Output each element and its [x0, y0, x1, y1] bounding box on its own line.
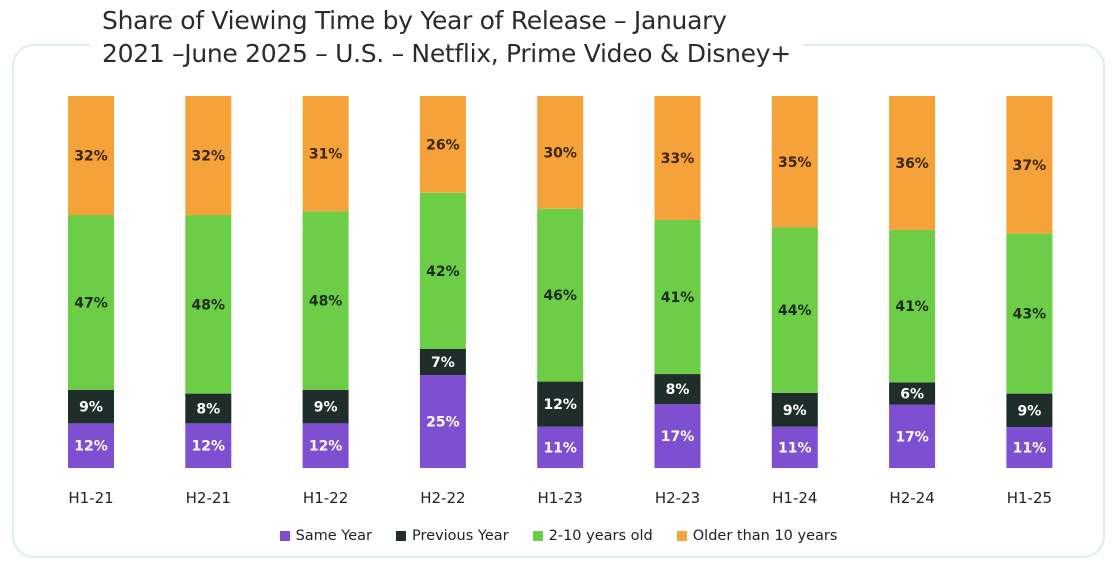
bar-segment-older-than-10-years-h1-23 [537, 96, 584, 209]
bar-segment-older-than-10-years-h2-21 [185, 96, 232, 216]
bar-segment-same-year-h2-24 [889, 404, 936, 468]
data-label-previous-year-h1-25: 9% [1018, 403, 1042, 419]
bar-segment-same-year-h1-24 [771, 426, 818, 468]
data-label-older-than-10-years-h2-21: 32% [192, 149, 226, 165]
data-label-same-year-h1-24: 11% [778, 440, 812, 456]
bar-segment-older-than-10-years-h2-23 [654, 96, 701, 220]
data-label-older-than-10-years-h1-21: 32% [74, 149, 108, 165]
bar-segment-same-year-h1-23 [537, 426, 584, 468]
data-label-same-year-h1-22: 12% [309, 439, 343, 455]
legend-swatch-same-year [279, 531, 290, 541]
data-label-same-year-h1-23: 11% [543, 440, 577, 456]
data-label-previous-year-h1-23: 12% [543, 397, 577, 413]
data-label-older-than-10-years-h1-24: 35% [778, 155, 812, 171]
legend-label-same-year: Same Year [295, 528, 373, 544]
legend-label-previous-year: Previous Year [412, 528, 509, 544]
data-label-older-than-10-years-h1-25: 37% [1013, 158, 1047, 174]
legend-item-2-10-years-old: 2-10 years old [532, 528, 653, 544]
bar-segment-older-than-10-years-h1-24 [771, 96, 818, 228]
bar-segment-same-year-h2-23 [654, 404, 701, 468]
data-label-2-10-years-old-h2-22: 42% [426, 264, 460, 280]
data-label-previous-year-h1-21: 9% [79, 400, 103, 416]
bar-segment-older-than-10-years-h1-22 [302, 96, 349, 212]
legend-swatch-previous-year [396, 531, 407, 541]
bar-segment-2-10-years-old-h1-24 [771, 227, 818, 393]
x-tick-label-h2-21: H2-21 [186, 489, 231, 507]
bar-segment-previous-year-h2-24 [889, 382, 936, 405]
bar-segment-previous-year-h1-25 [1006, 393, 1053, 428]
chart-title: Share of Viewing Time by Year of Release… [90, 4, 803, 70]
x-tick-label-h1-23: H1-23 [538, 489, 583, 507]
x-tick-label-h1-21: H1-21 [68, 489, 113, 507]
bar-segment-2-10-years-old-h1-22 [302, 211, 349, 390]
bar-segment-2-10-years-old-h2-21 [185, 215, 232, 394]
x-tick-label-h1-24: H1-24 [772, 489, 817, 507]
bar-segment-older-than-10-years-h1-25 [1006, 96, 1053, 234]
bar-segment-previous-year-h1-23 [537, 381, 584, 427]
data-label-same-year-h1-25: 11% [1013, 441, 1047, 457]
legend-label-2-10-years-old: 2-10 years old [548, 528, 653, 544]
data-label-2-10-years-old-h1-23: 46% [543, 288, 577, 304]
bar-segment-2-10-years-old-h1-25 [1006, 233, 1053, 394]
x-tick-label-h1-25: H1-25 [1007, 489, 1052, 507]
data-label-2-10-years-old-h1-25: 43% [1013, 307, 1047, 323]
bar-segment-same-year-h1-22 [302, 423, 349, 468]
data-label-previous-year-h2-24: 6% [900, 387, 924, 403]
bar-segment-previous-year-h2-21 [185, 393, 232, 424]
bar-segment-2-10-years-old-h1-21 [68, 215, 114, 390]
x-tick-label-h2-24: H2-24 [889, 489, 934, 507]
legend-label-older-than-10-years: Older than 10 years [692, 528, 838, 544]
bar-segment-older-than-10-years-h2-24 [889, 96, 936, 230]
bar-segment-previous-year-h1-24 [771, 392, 818, 427]
data-label-2-10-years-old-h2-23: 41% [661, 290, 695, 306]
bar-segment-older-than-10-years-h2-22 [419, 96, 466, 193]
data-label-older-than-10-years-h2-23: 33% [661, 151, 695, 167]
data-label-2-10-years-old-h2-24: 41% [895, 299, 929, 315]
data-label-previous-year-h2-21: 8% [196, 401, 220, 417]
data-label-same-year-h2-24: 17% [895, 429, 929, 445]
data-label-older-than-10-years-h2-22: 26% [426, 137, 460, 153]
bar-segment-2-10-years-old-h1-23 [537, 208, 584, 382]
bar-segment-same-year-h1-25 [1006, 427, 1053, 468]
data-label-same-year-h1-21: 12% [74, 439, 108, 455]
data-label-previous-year-h1-24: 9% [783, 403, 807, 419]
bar-segment-previous-year-h2-22 [419, 348, 466, 375]
data-label-older-than-10-years-h1-23: 30% [543, 145, 577, 161]
legend-swatch-older-than-10-years [676, 531, 687, 541]
chart-title-line-1: Share of Viewing Time by Year of Release… [102, 6, 727, 35]
bar-segment-same-year-h2-21 [185, 423, 232, 468]
data-label-previous-year-h2-23: 8% [666, 382, 690, 398]
legend-item-previous-year: Previous Year [396, 528, 509, 544]
data-label-2-10-years-old-h1-22: 48% [309, 294, 343, 310]
chart-title-line-2: 2021 –June 2025 – U.S. – Netflix, Prime … [102, 39, 791, 68]
data-label-older-than-10-years-h2-24: 36% [895, 156, 929, 172]
x-tick-label-h1-22: H1-22 [303, 489, 348, 507]
bar-segment-2-10-years-old-h2-23 [654, 220, 701, 375]
legend-swatch-2-10-years-old [532, 531, 543, 541]
data-label-older-than-10-years-h1-22: 31% [309, 147, 343, 163]
data-label-same-year-h2-21: 12% [192, 439, 226, 455]
bar-segment-2-10-years-old-h2-24 [889, 229, 936, 383]
data-label-2-10-years-old-h1-24: 44% [778, 303, 812, 319]
data-label-same-year-h2-23: 17% [661, 429, 695, 445]
data-label-previous-year-h2-22: 7% [431, 355, 455, 371]
data-label-2-10-years-old-h2-21: 48% [192, 297, 226, 313]
bar-segment-previous-year-h1-22 [302, 389, 349, 424]
data-label-2-10-years-old-h1-21: 47% [74, 295, 108, 311]
bar-segment-same-year-h1-21 [68, 423, 114, 468]
x-tick-label-h2-22: H2-22 [420, 489, 465, 507]
bar-segment-older-than-10-years-h1-21 [68, 96, 114, 216]
bar-segment-2-10-years-old-h2-22 [419, 192, 466, 349]
data-label-same-year-h2-22: 25% [426, 415, 460, 431]
chart-legend: Same Year Previous Year 2-10 years old Olde… [0, 528, 1117, 544]
bar-segment-previous-year-h2-23 [654, 374, 701, 405]
legend-item-older-than-10-years: Older than 10 years [676, 528, 838, 544]
x-tick-label-h2-23: H2-23 [655, 489, 700, 507]
bar-segment-same-year-h2-22 [419, 375, 466, 468]
legend-item-same-year: Same Year [279, 528, 373, 544]
bar-segment-previous-year-h1-21 [68, 389, 114, 424]
data-label-previous-year-h1-22: 9% [314, 400, 338, 416]
